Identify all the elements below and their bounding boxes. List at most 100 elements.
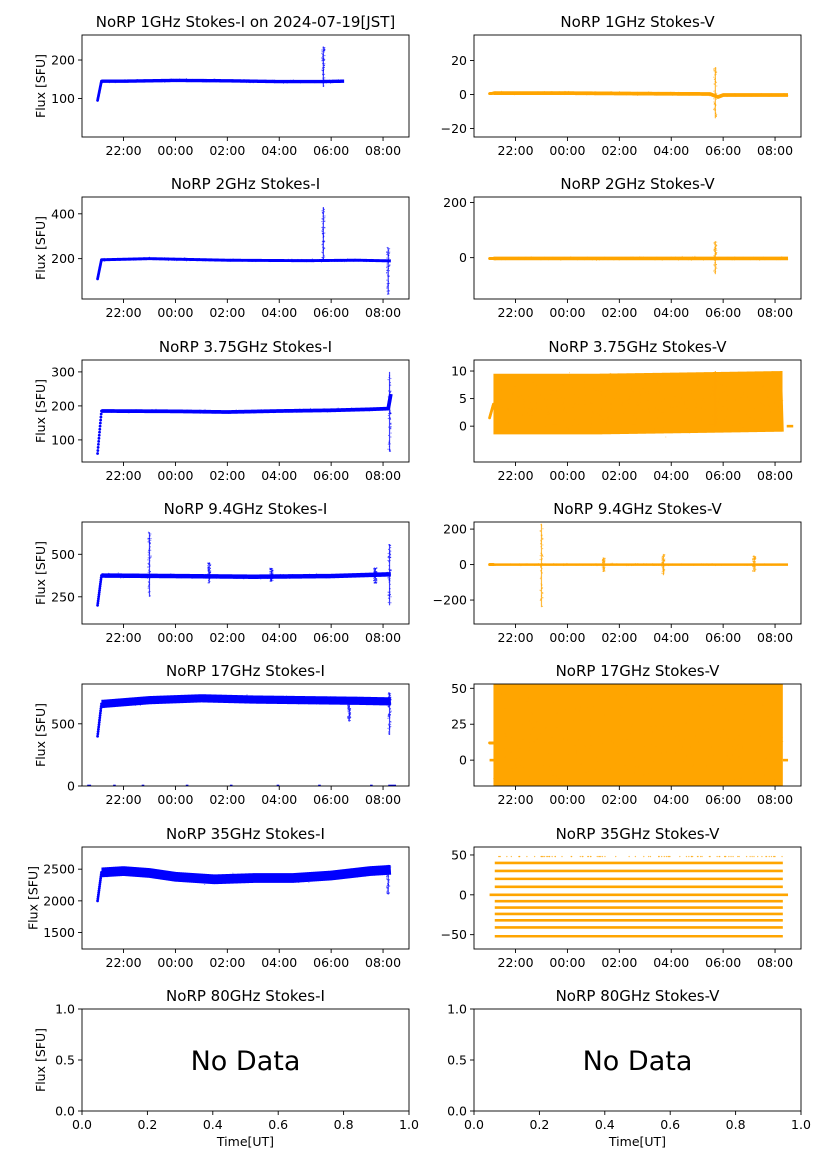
data-point — [239, 575, 241, 577]
data-point — [319, 574, 321, 576]
data-point — [314, 575, 316, 577]
data-point — [173, 575, 175, 577]
data-point — [699, 398, 701, 400]
data-point — [330, 81, 332, 83]
data-point — [727, 256, 729, 258]
data-point — [563, 564, 565, 566]
data-point — [695, 401, 697, 403]
data-point — [350, 410, 352, 412]
data-point — [333, 575, 335, 577]
data-point — [126, 575, 128, 577]
data-point — [693, 564, 695, 566]
data-point — [241, 574, 243, 576]
data-point — [740, 397, 742, 399]
data-point — [749, 430, 751, 432]
spike-point — [715, 98, 717, 100]
data-point — [647, 390, 649, 392]
data-point — [566, 564, 568, 566]
data-point — [745, 257, 747, 259]
data-point — [779, 564, 781, 566]
data-point — [288, 575, 290, 577]
data-point — [642, 388, 644, 390]
data-point — [102, 82, 104, 84]
spike-point — [390, 432, 392, 434]
data-point — [209, 80, 211, 82]
data-point — [233, 412, 235, 413]
data-point — [634, 258, 636, 260]
data-point — [287, 409, 289, 411]
data-point — [133, 410, 135, 412]
data-point — [643, 386, 645, 388]
data-point — [532, 414, 534, 416]
data-point — [177, 257, 179, 259]
spike-point — [147, 571, 149, 573]
data-point — [594, 93, 596, 95]
data-point — [233, 576, 235, 578]
data-point — [555, 92, 557, 94]
data-point — [124, 81, 126, 83]
data-point — [151, 411, 153, 413]
spike-point — [147, 562, 149, 565]
data-point — [243, 578, 245, 580]
data-point — [756, 387, 758, 389]
data-point — [123, 410, 125, 412]
data-point — [611, 258, 613, 260]
data-point — [293, 409, 295, 411]
x-tick-label: 06:00 — [313, 305, 349, 320]
data-point — [600, 408, 602, 410]
data-point — [320, 81, 322, 83]
data-point — [203, 258, 205, 260]
data-point — [97, 436, 101, 440]
data-point — [317, 259, 319, 261]
data-point — [179, 575, 181, 577]
data-point — [364, 574, 366, 576]
data-point — [216, 576, 218, 578]
data-point — [131, 258, 133, 260]
spike-point — [390, 377, 392, 380]
data-point — [129, 412, 131, 414]
data-point — [293, 576, 295, 578]
x-tick-label: 02:00 — [601, 143, 637, 158]
data-point — [630, 388, 632, 390]
data-point — [101, 80, 103, 82]
data-point — [735, 421, 737, 423]
data-point — [537, 91, 539, 93]
x-tick-label: 22:00 — [498, 468, 534, 483]
data-point — [516, 92, 518, 94]
data-point — [707, 92, 709, 94]
x-tick-label: 22:00 — [498, 305, 534, 320]
data-point — [576, 259, 578, 261]
data-point — [319, 80, 321, 82]
data-point — [192, 79, 194, 81]
data-point — [226, 411, 228, 413]
spike-point — [713, 394, 715, 397]
data-point — [366, 261, 368, 263]
data-point — [307, 575, 309, 577]
data-point — [248, 576, 250, 578]
data-point — [780, 258, 782, 260]
data-point — [602, 418, 604, 420]
data-point — [633, 256, 635, 258]
data-point — [564, 407, 566, 409]
data-point — [574, 393, 575, 395]
data-point — [560, 259, 562, 261]
data-point — [155, 257, 157, 259]
data-point — [758, 258, 760, 260]
data-point — [766, 564, 768, 566]
data-point — [270, 410, 272, 412]
data-point — [333, 410, 335, 412]
data-point — [577, 92, 579, 94]
data-point — [745, 564, 747, 566]
spike-point — [150, 537, 152, 540]
x-tick-label: 06:00 — [313, 468, 349, 483]
spike-point — [386, 267, 388, 269]
data-point — [767, 94, 769, 96]
data-point — [686, 259, 688, 261]
spike-point — [269, 568, 271, 570]
spike-point — [323, 240, 325, 242]
data-point — [145, 575, 147, 577]
data-point — [135, 257, 137, 259]
data-point — [181, 81, 183, 83]
data-point — [359, 575, 361, 577]
data-point — [130, 409, 132, 411]
